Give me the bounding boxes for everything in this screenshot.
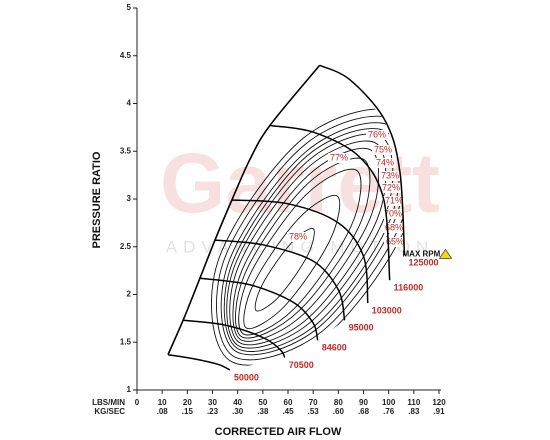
max-rpm-label: MAX RPM bbox=[403, 249, 441, 258]
efficiency-label-bg bbox=[384, 237, 406, 247]
speed-line bbox=[183, 319, 286, 358]
efficiency-label-bg bbox=[380, 183, 402, 193]
x-tick-label: 70 bbox=[309, 398, 318, 407]
efficiency-island bbox=[238, 168, 362, 336]
speed-label: 95000 bbox=[349, 323, 374, 333]
efficiency-label: 76% bbox=[368, 129, 386, 139]
efficiency-islands bbox=[210, 108, 405, 366]
plot-layer: 11.522.533.544.550 10 20 30 40 50 60 70 80 90 100 1… bbox=[120, 3, 453, 416]
x2-tick-label: .68 bbox=[358, 407, 370, 416]
x2-tick-label: .45 bbox=[282, 407, 294, 416]
x-tick-label: 40 bbox=[233, 398, 242, 407]
speed-line bbox=[214, 239, 346, 321]
x-tick-label: 100 bbox=[382, 398, 396, 407]
efficiency-island bbox=[243, 194, 341, 330]
speed-line bbox=[319, 64, 406, 256]
x-tick-label: 120 bbox=[432, 398, 446, 407]
efficiency-island bbox=[254, 227, 315, 312]
x2-tick-label: .91 bbox=[433, 407, 445, 416]
efficiency-island bbox=[210, 108, 405, 366]
efficiency-label: 77% bbox=[330, 152, 348, 162]
x2-tick-label: .38 bbox=[257, 407, 269, 416]
x-tick-label: 20 bbox=[183, 398, 192, 407]
efficiency-label-bg bbox=[328, 153, 350, 163]
x-tick-label: 90 bbox=[359, 398, 368, 407]
efficiency-label-bg bbox=[366, 130, 388, 140]
speed-label: 70500 bbox=[289, 360, 314, 370]
speed-line bbox=[167, 353, 231, 371]
x2-unit-label: KG/SEC bbox=[94, 407, 125, 416]
efficiency-label: 71% bbox=[385, 195, 403, 205]
x2-tick-label: .08 bbox=[157, 407, 169, 416]
efficiency-label: 74% bbox=[376, 157, 394, 167]
x-tick-label: 110 bbox=[407, 398, 420, 407]
efficiency-label-bg bbox=[383, 196, 405, 206]
x-tick-label: 30 bbox=[208, 398, 217, 407]
y-tick-label: 4 bbox=[127, 99, 132, 108]
efficiency-label: 78% bbox=[289, 231, 307, 241]
y-tick-label: 3.5 bbox=[120, 146, 132, 155]
efficiency-label-bg bbox=[379, 171, 401, 181]
x-tick-label: 60 bbox=[284, 398, 293, 407]
efficiency-label: 73% bbox=[381, 170, 399, 180]
warning-icon bbox=[438, 248, 453, 259]
x2-tick-label: .76 bbox=[383, 407, 395, 416]
speed-label: 50000 bbox=[234, 372, 259, 382]
efficiency-label-bg bbox=[372, 145, 394, 155]
x-unit-label: LBS/MIN bbox=[92, 398, 125, 407]
y-tick-label: 5 bbox=[127, 3, 132, 12]
x2-tick-label: .30 bbox=[232, 407, 244, 416]
x2-tick-label: .60 bbox=[333, 407, 345, 416]
y-tick-label: 2.5 bbox=[120, 242, 132, 251]
x-tick-label: 50 bbox=[258, 398, 267, 407]
x2-tick-label: .53 bbox=[308, 407, 320, 416]
efficiency-label: 68% bbox=[385, 222, 403, 232]
efficiency-label-bg bbox=[383, 223, 405, 233]
y-tick-label: 4.5 bbox=[120, 51, 132, 60]
speed-label: 116000 bbox=[394, 283, 424, 293]
speed-label: 125000 bbox=[409, 258, 439, 268]
efficiency-label: 65% bbox=[386, 236, 404, 246]
efficiency-label-bg bbox=[382, 209, 404, 219]
y-tick-label: 3 bbox=[127, 194, 132, 203]
x2-tick-label: .15 bbox=[182, 407, 194, 416]
speed-label: 103000 bbox=[372, 305, 402, 315]
y-axis-title: PRESSURE RATIO bbox=[91, 151, 103, 248]
efficiency-label: 72% bbox=[382, 182, 400, 192]
speed-label: 84600 bbox=[322, 343, 347, 353]
surge-line bbox=[167, 64, 321, 356]
speed-line bbox=[269, 124, 391, 281]
efficiency-label-bg bbox=[287, 232, 309, 242]
speed-line bbox=[199, 277, 319, 341]
efficiency-label: 75% bbox=[374, 144, 392, 154]
y-tick-label: 1 bbox=[127, 385, 132, 394]
x-axis-title: CORRECTED AIR FLOW bbox=[215, 426, 342, 438]
speed-line bbox=[231, 199, 369, 304]
x-tick-label: 0 bbox=[135, 398, 140, 407]
x-tick-label: 10 bbox=[158, 398, 167, 407]
efficiency-label: 70% bbox=[384, 208, 402, 218]
x2-tick-label: .83 bbox=[408, 407, 420, 416]
y-tick-label: 1.5 bbox=[120, 337, 132, 346]
efficiency-island bbox=[229, 140, 387, 346]
x2-tick-label: .23 bbox=[207, 407, 219, 416]
x-tick-label: 80 bbox=[334, 398, 343, 407]
efficiency-label-bg bbox=[374, 158, 396, 168]
y-tick-label: 2 bbox=[127, 290, 132, 299]
efficiency-island bbox=[235, 157, 371, 339]
efficiency-island bbox=[232, 147, 380, 342]
